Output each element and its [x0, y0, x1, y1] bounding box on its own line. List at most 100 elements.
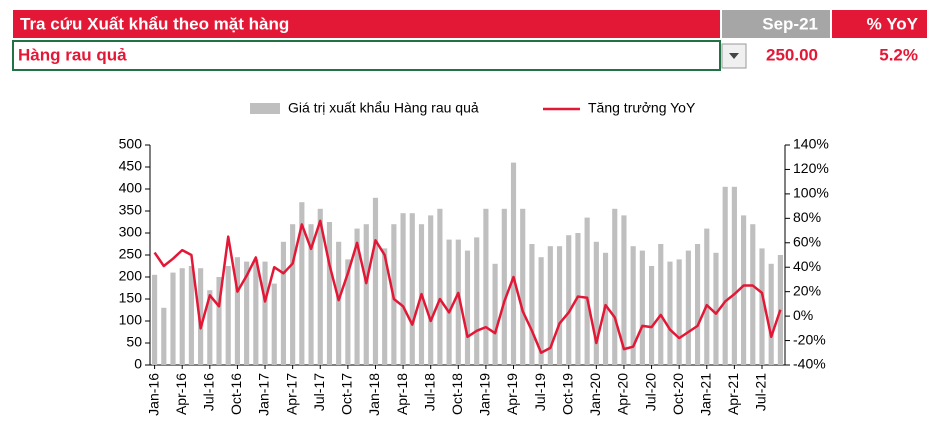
bar [501, 208, 507, 365]
bar [685, 250, 691, 365]
bar [704, 228, 710, 365]
x-tick-label: Apr-18 [394, 373, 410, 415]
bar [658, 244, 664, 365]
legend-swatch [250, 103, 280, 114]
bar [446, 239, 452, 365]
bar [244, 261, 250, 365]
legend-label: Giá trị xuất khẩu Hàng rau quả [288, 100, 479, 116]
x-tick-label: Jul-17 [311, 373, 327, 411]
bar [694, 244, 701, 365]
bar [428, 215, 434, 365]
x-tick-label: Apr-16 [173, 373, 189, 415]
bar [621, 215, 627, 365]
bar [520, 208, 526, 365]
y2-tick-label: -40% [793, 356, 826, 372]
y2-tick-label: 60% [793, 233, 821, 249]
bar [308, 224, 314, 365]
bar [198, 268, 204, 365]
y-tick-label: 400 [119, 180, 143, 196]
y-tick-label: 50 [126, 334, 142, 350]
bar [354, 228, 360, 365]
bar [455, 239, 461, 365]
bar [630, 246, 636, 365]
x-tick-label: Jan-17 [256, 373, 272, 416]
bar [750, 224, 756, 365]
bar [234, 257, 241, 365]
bar [510, 162, 517, 365]
y-tick-label: 300 [119, 224, 143, 240]
bar [179, 268, 185, 365]
item: Hàng rau quả [18, 45, 127, 64]
bar [161, 307, 167, 365]
item-cell[interactable] [12, 40, 721, 71]
legend-label: Tăng trưởng YoY [588, 100, 696, 116]
bar [612, 208, 618, 365]
x-tick-label: Oct-18 [449, 373, 465, 415]
line [153, 219, 782, 355]
bar [556, 246, 563, 365]
bar [216, 277, 222, 365]
y2-tick-label: -20% [793, 331, 826, 347]
bar [667, 261, 673, 365]
y2-tick-label: 120% [793, 160, 829, 176]
bar [547, 246, 553, 365]
bar [593, 241, 599, 365]
bar [271, 283, 277, 365]
dropdown-arrow [729, 53, 739, 59]
x-tick-label: Apr-21 [725, 373, 741, 415]
y-tick-label: 500 [119, 136, 143, 152]
y-tick-label: 200 [119, 268, 143, 284]
x-tick-label: Jan-21 [697, 373, 713, 416]
y-tick-label: 150 [119, 290, 143, 306]
bar [741, 215, 747, 365]
bar [363, 224, 369, 365]
bar [474, 237, 480, 365]
bar [713, 252, 719, 365]
bar [317, 208, 323, 365]
bar [290, 224, 296, 365]
bar [584, 217, 590, 365]
y-tick-label: 100 [119, 312, 143, 328]
x-tick-label: Oct-16 [228, 373, 244, 415]
header-bar [13, 10, 720, 38]
x-tick-label: Jul-18 [421, 373, 437, 411]
value: 250.00 [766, 45, 818, 64]
x-tick-label: Jan-16 [145, 373, 161, 416]
x-tick-label: Oct-17 [339, 373, 355, 415]
bar [409, 213, 415, 365]
bar [262, 261, 268, 365]
bar [731, 186, 737, 365]
x-tick-label: Jan-20 [587, 373, 603, 416]
bar [188, 266, 194, 365]
y-tick-label: 450 [119, 158, 143, 174]
y2-tick-label: 0% [793, 307, 813, 323]
x-tick-label: Jul-20 [642, 373, 658, 411]
x-tick-label: Apr-19 [504, 373, 520, 415]
bar [400, 213, 406, 365]
x-tick-label: Apr-20 [615, 373, 631, 415]
x-tick-label: Jul-19 [532, 373, 548, 411]
y2-tick-label: 40% [793, 258, 821, 274]
bar [170, 272, 176, 365]
y2-tick-label: 20% [793, 282, 821, 298]
y-tick-label: 0 [134, 356, 142, 372]
bar [345, 259, 351, 365]
bar [299, 202, 305, 365]
bar [280, 241, 287, 365]
yoy-label: % YoY [867, 14, 919, 33]
x-tick-label: Apr-17 [283, 373, 299, 415]
yoy-cell [832, 10, 927, 38]
bar [336, 241, 342, 365]
x-tick-label: Oct-20 [670, 373, 686, 415]
bar [253, 259, 259, 365]
y2-tick-label: 100% [793, 185, 829, 201]
bar [207, 290, 213, 365]
bar [648, 266, 655, 365]
y2-tick-label: 140% [793, 136, 829, 152]
x-tick-label: Jan-18 [366, 373, 382, 416]
bar [492, 263, 498, 365]
bar [529, 244, 535, 365]
x-tick-label: Jul-16 [201, 373, 217, 411]
period: Sep-21 [762, 14, 818, 33]
